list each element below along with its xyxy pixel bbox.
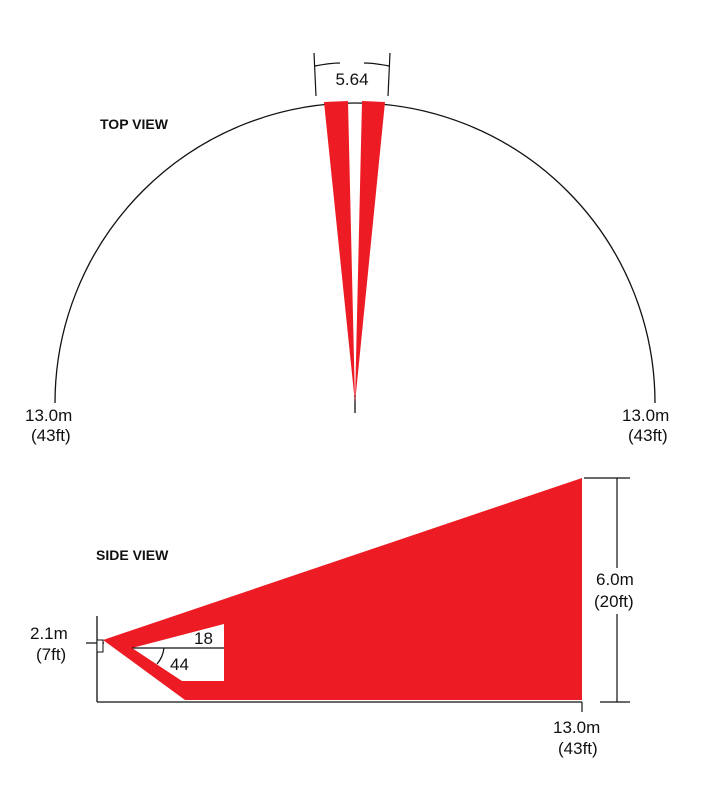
max-height-ft: (20ft) bbox=[594, 592, 634, 611]
angle-label: 5.64 bbox=[335, 70, 368, 89]
mount-height: 2.1m bbox=[30, 624, 68, 643]
side-beam bbox=[103, 478, 582, 700]
top-view: 5.64 TOP VIEW 13.0m (43ft) 13.0m (43ft) bbox=[25, 52, 669, 445]
height-label-bg bbox=[592, 568, 652, 614]
top-view-title: TOP VIEW bbox=[100, 116, 169, 132]
max-height: 6.0m bbox=[596, 570, 634, 589]
angle-upper: 18 bbox=[194, 629, 213, 648]
mount-height-ft: (7ft) bbox=[36, 645, 66, 664]
beam-left bbox=[324, 101, 355, 403]
range-ft: (43ft) bbox=[558, 739, 598, 758]
right-range-ft: (43ft) bbox=[628, 426, 668, 445]
sensor-icon bbox=[96, 639, 104, 653]
side-view: SIDE VIEW 18 44 2.1m (7ft) 6.0m (20ft) 1… bbox=[30, 477, 652, 758]
angle-dimension bbox=[313, 52, 391, 97]
beam-right bbox=[355, 101, 385, 403]
angle-arc bbox=[156, 647, 165, 665]
angle-lower: 44 bbox=[170, 655, 189, 674]
left-range: 13.0m bbox=[25, 406, 72, 425]
side-view-title: SIDE VIEW bbox=[96, 547, 169, 563]
coverage-semicircle bbox=[54, 102, 656, 404]
range: 13.0m bbox=[553, 718, 600, 737]
left-range-ft: (43ft) bbox=[31, 426, 71, 445]
right-range: 13.0m bbox=[622, 406, 669, 425]
